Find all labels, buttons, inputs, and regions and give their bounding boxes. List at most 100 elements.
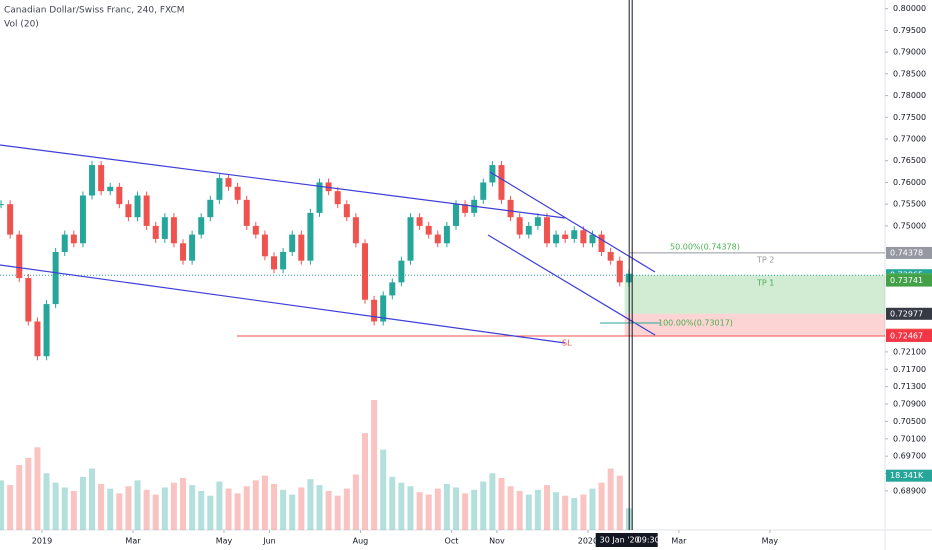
candle-body: [16, 234, 23, 279]
x-tick-label: 2019: [32, 537, 52, 546]
candle-body: [225, 178, 232, 187]
price-label-box: [886, 307, 932, 320]
candle-body: [525, 225, 532, 235]
volume-bar: [580, 494, 587, 530]
y-tick-label: 0.72100: [893, 347, 926, 356]
x-tick-label: Nov: [489, 537, 505, 546]
candle-body: [143, 195, 150, 226]
candle-body: [462, 204, 469, 213]
volume-bar: [161, 487, 168, 530]
channel-bottom: [0, 264, 566, 344]
candle-body: [343, 204, 350, 218]
volume-bar: [271, 483, 278, 530]
volume-bar: [134, 480, 141, 530]
volume-bar: [462, 493, 469, 530]
candle-body: [452, 204, 459, 226]
volume-bar: [25, 457, 32, 530]
volume-bar: [198, 491, 205, 530]
candle-body: [61, 234, 68, 252]
candle-body: [189, 234, 196, 261]
candle-body: [234, 186, 241, 200]
candle-body: [271, 256, 278, 270]
x-tick-label: Mar: [125, 537, 141, 546]
x-tick-label: May: [216, 537, 233, 546]
candle-body: [562, 234, 569, 239]
candle-body: [98, 165, 105, 192]
x-tick-label: May: [762, 537, 779, 546]
candle-body: [362, 243, 369, 300]
volume-bar: [589, 488, 596, 530]
volume-bar: [61, 487, 68, 530]
volume-bar: [525, 494, 532, 530]
x-tick-label: Mar: [671, 537, 687, 546]
candle-body: [0, 204, 5, 206]
volume-bar: [598, 482, 605, 530]
candle-body: [607, 251, 614, 261]
y-tick-label: 0.70500: [893, 417, 926, 426]
volume-bar: [98, 483, 105, 530]
candle-body: [316, 182, 323, 213]
volume-bar: [489, 473, 496, 530]
y-tick-label: 0.76000: [893, 178, 926, 187]
price-label: 0.72977: [890, 309, 923, 318]
volume-bar: [289, 494, 296, 530]
candle-body: [207, 199, 214, 218]
volume-bar: [180, 478, 187, 530]
volume-bar: [89, 468, 96, 530]
candle-body: [70, 234, 77, 244]
candle-body: [434, 234, 441, 244]
candle-body: [507, 199, 514, 218]
candle-body: [480, 182, 487, 200]
price-label: 0.73741: [890, 276, 923, 285]
candle-body: [34, 321, 41, 357]
volume-bar: [380, 449, 387, 530]
wedge-top: [489, 171, 656, 273]
volume-bar: [362, 433, 369, 530]
tp1-label: TP 1: [756, 279, 774, 288]
candle-body: [79, 195, 86, 244]
y-tick-label: 0.79000: [893, 48, 926, 57]
y-tick-label: 0.76500: [893, 156, 926, 165]
price-label-box: [886, 246, 932, 259]
candle-body: [571, 230, 578, 239]
y-tick-label: 0.77000: [893, 135, 926, 144]
y-tick-label: 0.70100: [893, 434, 926, 443]
candle-body: [152, 225, 159, 239]
volume-bar: [307, 479, 314, 530]
volume-bar: [352, 474, 359, 530]
candle-body: [52, 251, 59, 305]
volume-bar: [434, 488, 441, 530]
volume-bar: [143, 489, 150, 530]
volume-bar: [43, 473, 50, 530]
candle-body: [89, 165, 96, 196]
x-tick-label: Jun: [262, 537, 276, 546]
candle-body: [416, 217, 423, 226]
volume-bar: [498, 478, 505, 530]
candle-body: [7, 204, 14, 235]
price-label-box: [886, 329, 932, 342]
chart-title: Canadian Dollar/Swiss Franc, 240, FXCM: [4, 6, 185, 16]
volume-bar: [371, 400, 378, 530]
y-tick-label: 0.79500: [893, 26, 926, 35]
candle-body: [43, 304, 50, 357]
y-tick-label: 0.68900: [893, 486, 926, 495]
candle-body: [198, 217, 205, 235]
x-tick-label: Oct: [445, 537, 459, 546]
volume-bar: [507, 486, 514, 530]
candle-body: [280, 251, 287, 270]
price-label: 0.74378: [890, 248, 923, 257]
candle-body: [307, 212, 314, 261]
volume-bar: [316, 485, 323, 530]
volume-bar: [553, 492, 560, 530]
candle-body: [516, 217, 523, 235]
candle-body: [407, 217, 414, 261]
x-tick-label: Aug: [353, 537, 369, 546]
tp2-label: TP 2: [756, 255, 774, 264]
candle-body: [580, 230, 587, 244]
candle-body: [334, 191, 341, 205]
fib-100-label: 100.00%(0.73017): [658, 319, 733, 328]
candle-body: [298, 234, 305, 261]
volume-bar: [7, 485, 14, 530]
volume-bar: [471, 489, 478, 530]
